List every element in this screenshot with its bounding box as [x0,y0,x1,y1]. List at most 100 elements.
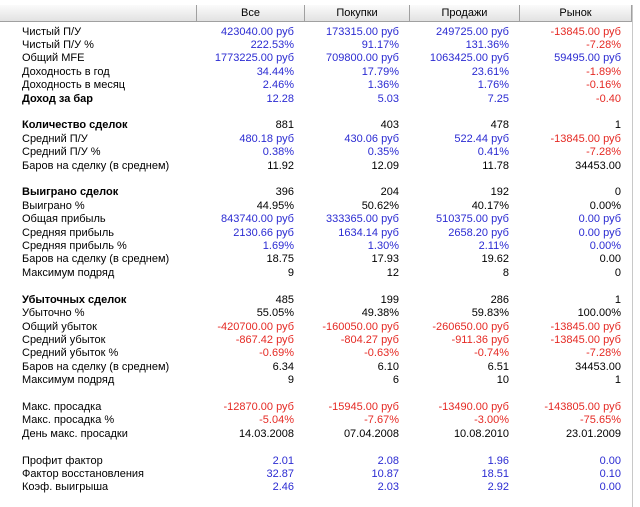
value-cell: 1773225.00 руб [214,52,294,65]
value-cell: 0 [614,186,621,199]
value-cell: 55.05% [256,307,294,320]
row-label: Средний П/У [22,132,88,145]
value-cell: -160050.00 руб [322,320,399,333]
value-cell: 44.95% [256,199,294,212]
row-label: Макс. просадка % [22,414,115,427]
value-cell: 1 [614,374,621,387]
value-cell: 430.06 руб [344,132,399,145]
value-cell: 2.92 [487,481,509,494]
value-cell: 91.17% [361,38,399,51]
value-cell: 1 [614,119,621,132]
value-cell: 9 [287,374,294,387]
row-label: Чистый П/У [22,25,82,38]
value-cell: -0.69% [259,347,294,360]
value-cell: -7.67% [364,414,399,427]
value-cell: 333365.00 руб [326,213,399,226]
row-label: Чистый П/У % [22,38,94,51]
value-cell: 510375.00 руб [436,213,509,226]
value-cell: -13845.00 руб [550,25,621,38]
column-header[interactable]: Все [197,5,305,22]
row-label: Баров на сделку (в среднем) [22,360,170,373]
value-cell: -7.28% [586,347,621,360]
divider [632,5,633,507]
row-label: Фактор восстановления [22,468,144,481]
value-cell: -911.36 руб [451,333,509,346]
value-cell: 19.62 [481,253,509,266]
row-label: Профит фактор [22,454,103,467]
value-cell: 5.03 [377,92,399,105]
value-cell: -75.65% [580,414,621,427]
value-cell: 18.51 [481,468,509,481]
row-label: Убыточных сделок [22,293,127,306]
value-cell: 0.00 [599,253,621,266]
row-label: Средняя прибыль % [22,240,127,253]
value-cell: 1063425.00 руб [429,52,509,65]
value-cell: 2.46 [272,481,294,494]
row-label: Доход за бар [22,92,94,105]
value-cell: 478 [490,119,509,132]
value-cell: 6 [392,374,399,387]
value-cell: 32.87 [266,468,294,481]
value-cell: -804.27 руб [340,333,399,346]
column-header[interactable]: Покупки [305,5,410,22]
value-cell: 0.38% [262,146,294,159]
row-label: Доходность в год [22,65,110,78]
value-cell: 396 [275,186,294,199]
value-cell: -13845.00 руб [550,333,621,346]
value-cell: 6.51 [487,360,509,373]
value-cell: 0.00 руб [578,213,621,226]
value-cell: 0.10 [599,468,621,481]
row-label: Выиграно сделок [22,186,119,199]
row-label: Общий MFE [22,52,85,65]
value-cell: -13845.00 руб [550,132,621,145]
row-label: Средний П/У % [22,146,101,159]
value-cell: 249725.00 руб [436,25,509,38]
value-cell: 12 [386,266,399,279]
value-cell: 6.10 [377,360,399,373]
row-label: Макс. просадка [22,400,102,413]
value-cell: 403 [380,119,399,132]
value-cell: 1634.14 руб [338,226,399,239]
value-cell: 49.38% [361,307,399,320]
value-cell: 2130.66 руб [233,226,294,239]
value-cell: 10.08.2010 [453,427,509,440]
value-cell: -867.42 руб [235,333,294,346]
value-cell: 7.25 [487,92,509,105]
row-label: Коэф. выигрыша [22,481,109,494]
value-cell: 6.34 [272,360,294,373]
value-cell: 423040.00 руб [221,25,294,38]
value-cell: 485 [275,293,294,306]
value-cell: -143805.00 руб [544,400,621,413]
value-cell: 2.03 [377,481,399,494]
column-header[interactable]: Продажи [410,5,520,22]
row-label: Максимум подряд [22,266,115,279]
row-label: Баров на сделку (в среднем) [22,159,170,172]
value-cell: 0.35% [367,146,399,159]
row-label: Баров на сделку (в среднем) [22,253,170,266]
value-cell: 0 [614,266,621,279]
value-cell: -420700.00 руб [217,320,294,333]
value-cell: 1 [614,293,621,306]
value-cell: 34453.00 [575,360,621,373]
row-label: Общий убыток [22,320,97,333]
value-cell: 709800.00 руб [326,52,399,65]
row-label: Выиграно % [22,199,85,212]
value-cell: 100.00% [577,307,621,320]
row-label: День макс. просадки [22,427,128,440]
value-cell: 50.62% [361,199,399,212]
column-header[interactable]: Рынок [520,5,632,22]
value-cell: 34453.00 [575,159,621,172]
value-cell: 131.36% [465,38,509,51]
value-cell: 1.69% [262,240,294,253]
value-cell: -7.28% [586,38,621,51]
row-label: Доходность в месяц [22,79,126,92]
value-cell: 9 [287,266,294,279]
value-cell: 59495.00 руб [554,52,621,65]
value-cell: 0.00 руб [578,226,621,239]
value-cell: 17.79% [361,65,399,78]
value-cell: 23.61% [471,65,509,78]
value-cell: -13845.00 руб [550,320,621,333]
value-cell: 480.18 руб [239,132,294,145]
value-cell: 199 [380,293,399,306]
